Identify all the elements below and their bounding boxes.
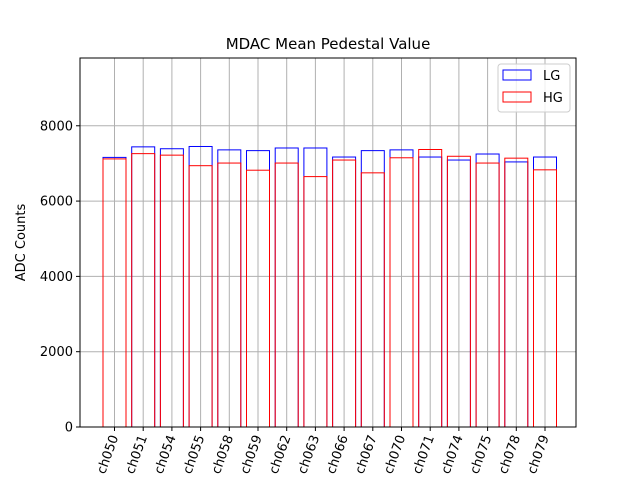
chart-title: MDAC Mean Pedestal Value	[226, 35, 431, 53]
y-tick-label: 4000	[40, 270, 73, 285]
y-tick-label: 6000	[40, 195, 73, 210]
legend-swatch-hg	[502, 91, 532, 103]
y-tick-label: 2000	[40, 345, 73, 360]
legend-label-hg: HG	[543, 91, 563, 106]
grid-layer	[80, 58, 576, 428]
y-tick-label: 8000	[40, 119, 73, 134]
y-tick-label: 0	[65, 421, 73, 436]
y-axis: 0 2000 4000 6000 8000	[40, 119, 80, 436]
plot-frame	[79, 57, 577, 428]
legend-swatch-lg	[502, 69, 532, 81]
legend-label-lg: LG	[543, 69, 560, 84]
y-axis-label: ADC Counts	[14, 204, 29, 282]
legend: LG HG	[497, 63, 571, 113]
legend-frame	[497, 63, 571, 113]
